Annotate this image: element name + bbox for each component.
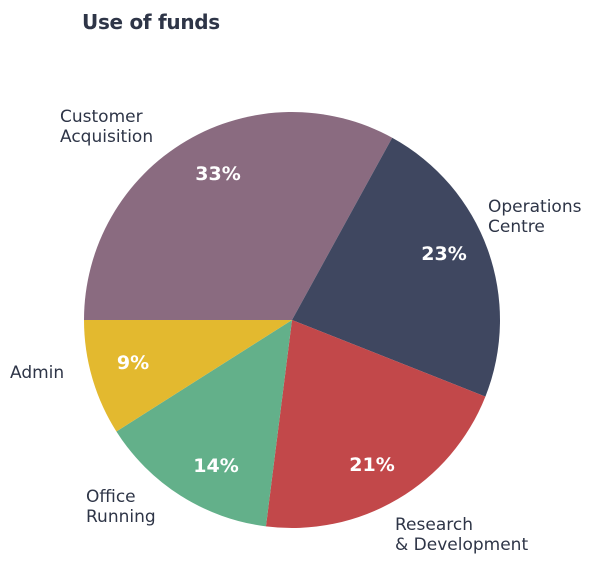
chart-title: Use of funds xyxy=(82,10,220,34)
pie-slice-research-development xyxy=(265,320,486,528)
slice-category-label-line: Research xyxy=(395,515,473,535)
slice-percent-label: 9% xyxy=(117,352,149,374)
slice-percent-label: 33% xyxy=(195,163,240,185)
slice-percent-label: 14% xyxy=(193,455,238,477)
slice-category-label: Customer Acquisition xyxy=(60,107,153,147)
slice-category-label-line: Acquisition xyxy=(60,127,153,147)
slice-percent-label: 21% xyxy=(349,454,394,476)
pie-slice-customer-acquisition xyxy=(84,112,393,321)
slice-category-label: Research & Development xyxy=(395,515,528,555)
pie-slice-admin xyxy=(84,320,292,432)
pie-slice-operations-centre xyxy=(292,137,500,397)
slice-category-label-line: Office xyxy=(86,487,136,507)
slice-category-label-line: Customer xyxy=(60,107,143,127)
slice-category-label-line: Operations xyxy=(488,197,582,217)
slice-category-label-line: Admin xyxy=(10,363,64,383)
slice-category-label-line: Centre xyxy=(488,217,545,237)
slice-percent-label: 23% xyxy=(421,243,466,265)
slice-category-label: Admin xyxy=(10,363,64,383)
slice-category-label-line: & Development xyxy=(395,535,528,555)
pie-slice-office-running xyxy=(116,320,292,527)
slice-category-label-line: Running xyxy=(86,507,156,527)
slice-category-label: Office Running xyxy=(86,487,156,527)
slice-category-label: Operations Centre xyxy=(488,197,582,237)
